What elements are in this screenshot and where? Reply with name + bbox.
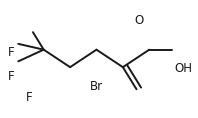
Text: OH: OH — [175, 62, 193, 75]
Text: F: F — [8, 46, 14, 59]
Text: F: F — [8, 70, 14, 83]
Text: F: F — [26, 91, 32, 104]
Text: O: O — [134, 14, 143, 27]
Text: Br: Br — [90, 80, 103, 93]
